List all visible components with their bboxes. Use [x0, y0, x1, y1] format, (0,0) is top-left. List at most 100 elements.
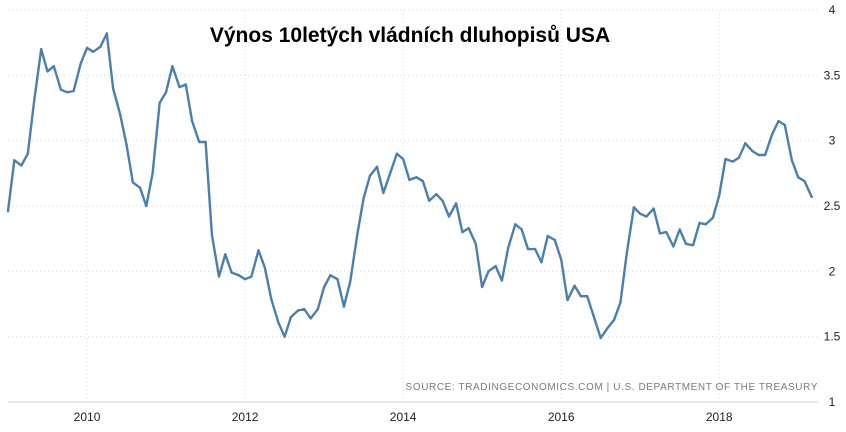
data-point	[573, 284, 576, 287]
data-point	[803, 180, 806, 183]
data-point	[198, 140, 201, 144]
y-tick-labels: 1 1.5 2 2.5 3 3.5 4	[824, 3, 841, 409]
data-point	[349, 280, 352, 283]
y-tick-label: 1	[829, 395, 836, 409]
data-point	[777, 119, 780, 123]
data-point	[467, 227, 470, 230]
data-point	[382, 191, 385, 195]
data-point	[480, 285, 484, 289]
data-point	[599, 336, 602, 340]
data-point	[744, 142, 747, 145]
data-point	[593, 317, 596, 320]
data-point	[520, 228, 523, 231]
data-point	[546, 234, 549, 238]
data-point	[204, 140, 207, 144]
data-point	[533, 247, 537, 251]
data-point	[441, 199, 444, 202]
data-point	[190, 119, 194, 123]
data-point	[26, 152, 29, 155]
data-point	[277, 321, 280, 324]
data-point	[388, 173, 391, 176]
data-point	[619, 301, 622, 304]
data-point	[79, 62, 82, 65]
data-point	[724, 157, 727, 161]
x-tick-label: 2010	[74, 410, 101, 424]
data-point	[329, 274, 332, 277]
data-point	[447, 215, 451, 218]
x-tick-label: 2014	[390, 410, 417, 424]
data-point	[6, 210, 10, 213]
data-point	[435, 193, 438, 196]
data-point	[665, 230, 668, 234]
data-point	[639, 212, 642, 215]
data-point	[309, 317, 312, 320]
data-point	[810, 195, 813, 199]
data-point	[356, 233, 359, 236]
data-point	[217, 275, 221, 278]
data-point	[375, 165, 379, 168]
data-point	[678, 228, 681, 231]
data-point	[579, 295, 583, 298]
data-point	[684, 242, 688, 246]
data-point	[797, 176, 800, 179]
data-point	[66, 91, 69, 94]
data-point	[395, 152, 398, 155]
data-point	[560, 258, 563, 261]
data-point	[336, 278, 339, 281]
y-tick-label: 3	[829, 134, 836, 148]
data-point	[270, 297, 273, 300]
data-point	[704, 223, 707, 226]
x-tick-labels: 2010 2012 2014 2016 2018	[74, 410, 733, 424]
data-point	[658, 232, 662, 235]
data-point	[553, 238, 556, 242]
y-tick-label: 2	[829, 264, 836, 278]
data-point	[586, 295, 589, 298]
data-point	[526, 247, 530, 251]
data-point	[59, 88, 63, 91]
data-point	[711, 216, 715, 219]
data-point	[40, 48, 43, 51]
data-point	[698, 221, 701, 225]
data-point	[250, 275, 253, 278]
data-point	[263, 266, 266, 269]
grid	[8, 9, 818, 402]
data-point	[92, 50, 95, 53]
data-point	[408, 178, 411, 182]
x-tick-label: 2016	[548, 410, 575, 424]
data-point	[158, 101, 161, 105]
data-point	[13, 159, 16, 162]
data-point	[731, 160, 734, 163]
data-point	[632, 206, 636, 209]
data-point	[257, 249, 260, 252]
data-point	[125, 143, 128, 146]
y-tick-label: 2.5	[824, 199, 841, 213]
data-point	[178, 85, 181, 89]
data-point	[316, 308, 319, 311]
data-point	[283, 335, 286, 338]
data-point	[32, 100, 36, 103]
data-point	[718, 194, 721, 197]
data-point	[362, 197, 365, 200]
data-point	[612, 318, 616, 321]
data-point	[401, 157, 405, 161]
data-point	[243, 278, 247, 281]
data-point	[540, 261, 543, 264]
data-point	[151, 172, 154, 175]
data-point	[757, 153, 760, 157]
data-point	[672, 245, 675, 248]
chart-title: Výnos 10letých vládních dluhopisů USA	[210, 24, 610, 47]
data-point	[751, 149, 754, 153]
data-point	[605, 327, 609, 330]
data-point	[691, 244, 695, 247]
data-point	[99, 45, 102, 48]
data-point	[494, 264, 497, 268]
series-layer	[6, 32, 813, 340]
data-point	[289, 315, 293, 319]
data-point	[342, 305, 346, 308]
y-tick-label: 1.5	[824, 330, 841, 344]
source-note: SOURCE: TRADINGECONOMICS.COM | U.S. DEPA…	[406, 382, 818, 393]
data-point	[296, 309, 300, 312]
data-point	[20, 164, 23, 167]
data-point	[368, 174, 372, 178]
data-point	[184, 83, 187, 86]
